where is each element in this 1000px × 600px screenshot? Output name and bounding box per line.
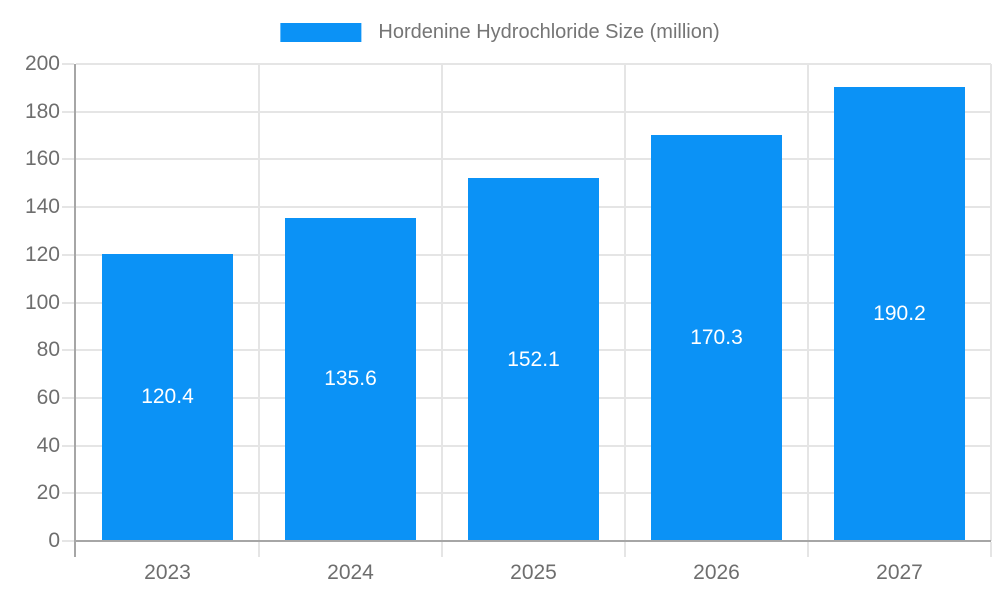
x-gridline: [624, 64, 626, 541]
y-tick: [62, 158, 74, 161]
bar-value-label: 190.2: [873, 302, 926, 326]
legend-swatch: [280, 23, 362, 42]
y-gridline: [76, 158, 991, 161]
x-tick: [258, 542, 260, 557]
bar-value-label: 152.1: [507, 347, 560, 371]
x-gridline: [441, 64, 443, 541]
bar-value-label: 135.6: [324, 367, 377, 391]
y-tick: [62, 206, 74, 209]
y-axis-line: [74, 64, 76, 557]
x-axis-tick-label: 2023: [144, 561, 191, 584]
x-axis-tick-label: 2027: [876, 561, 923, 584]
y-gridline: [76, 110, 991, 113]
bar-2027[interactable]: 190.2: [833, 87, 966, 541]
y-axis-tick-label: 20: [36, 481, 60, 505]
bar-2025[interactable]: 152.1: [467, 178, 600, 541]
y-tick: [62, 349, 74, 352]
x-axis-tick-label: 2024: [327, 561, 374, 584]
y-tick: [62, 110, 74, 113]
bar-value-label: 120.4: [141, 385, 194, 409]
bar-value-label: 170.3: [690, 325, 743, 349]
x-gridline: [807, 64, 809, 541]
x-gridline: [258, 64, 260, 541]
y-axis-tick-label: 120: [24, 242, 60, 266]
bar-2024[interactable]: 135.6: [284, 217, 417, 541]
x-axis-tick-label: 2026: [693, 561, 740, 584]
y-tick: [62, 444, 74, 447]
y-axis-tick-label: 60: [36, 385, 60, 409]
y-axis-tick-label: 180: [24, 99, 60, 123]
y-tick: [62, 492, 74, 495]
y-axis-tick-label: 160: [24, 147, 60, 171]
y-axis-tick-label: 0: [48, 529, 60, 552]
x-tick: [624, 542, 626, 557]
y-axis-tick-label: 40: [36, 433, 60, 457]
y-tick: [62, 63, 74, 65]
y-tick: [62, 253, 74, 256]
x-tick: [990, 542, 992, 557]
legend-label: Hordenine Hydrochloride Size (million): [378, 21, 720, 43]
y-tick: [62, 396, 74, 399]
y-axis-tick-label: 200: [24, 52, 60, 75]
bar-2023[interactable]: 120.4: [101, 253, 234, 541]
x-gridline: [990, 64, 992, 541]
y-tick: [62, 301, 74, 304]
x-axis-tick-label: 2025: [510, 561, 557, 584]
x-tick: [807, 542, 809, 557]
y-axis-tick-label: 80: [36, 338, 60, 362]
y-axis-tick-label: 140: [24, 195, 60, 219]
bar-2026[interactable]: 170.3: [650, 134, 783, 541]
legend-item[interactable]: Hordenine Hydrochloride Size (million): [280, 21, 720, 44]
y-tick: [62, 540, 74, 542]
y-gridline: [76, 63, 991, 65]
x-axis-line: [74, 540, 991, 542]
y-axis-tick-label: 100: [24, 290, 60, 314]
x-tick: [441, 542, 443, 557]
